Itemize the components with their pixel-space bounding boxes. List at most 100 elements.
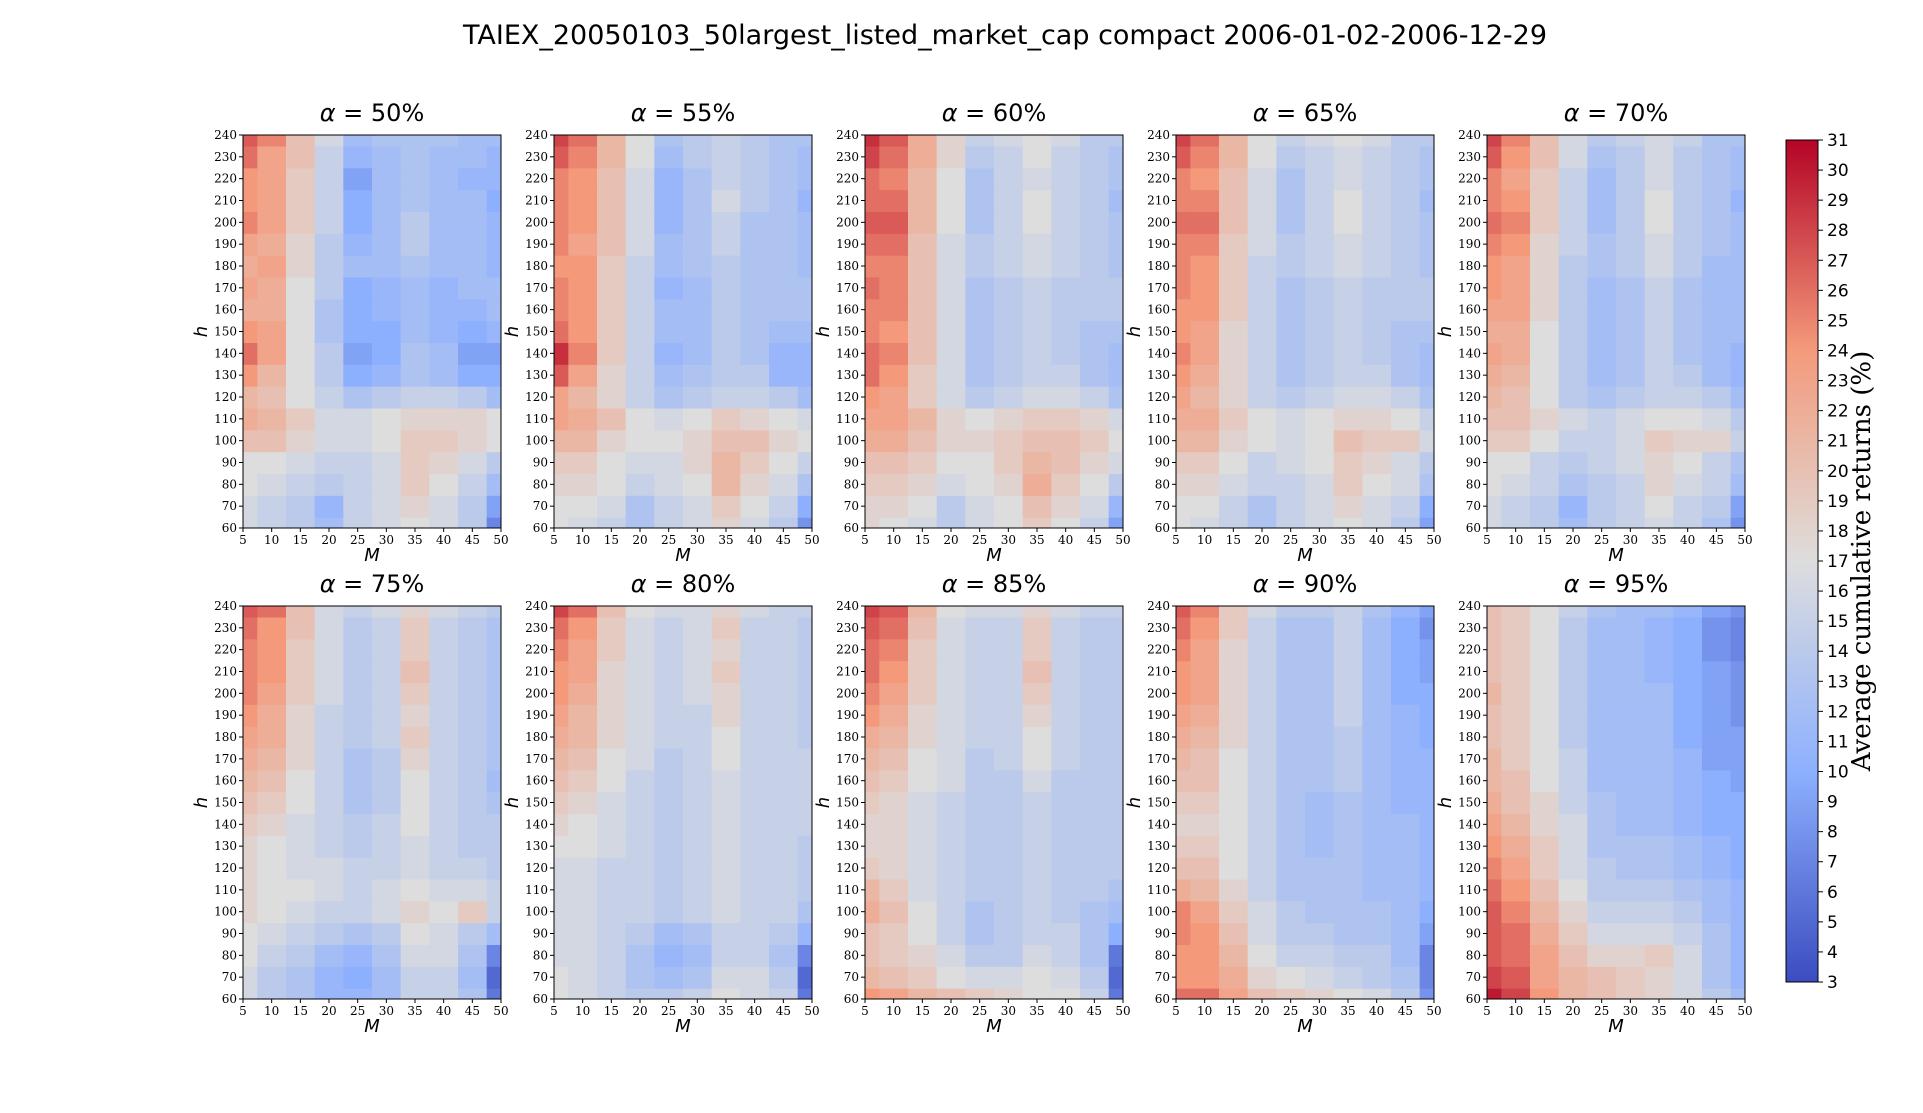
heatmap-cell xyxy=(769,135,799,147)
colorbar-tick-label: 3 xyxy=(1827,973,1838,993)
heatmap-cell xyxy=(908,857,938,880)
heatmap-cell xyxy=(1176,944,1191,967)
heatmap-cell xyxy=(740,495,770,518)
heatmap-cell xyxy=(1247,167,1277,191)
heatmap-cell xyxy=(625,878,655,902)
heatmap-cell xyxy=(568,606,598,618)
heatmap-cell xyxy=(865,813,880,836)
heatmap-cell xyxy=(683,944,713,967)
heatmap-cell xyxy=(400,495,430,518)
heatmap-cell xyxy=(965,429,995,453)
heatmap-cell xyxy=(965,682,995,705)
heatmap-cell xyxy=(286,660,316,684)
heatmap-cell xyxy=(257,473,287,496)
y-tick-label: 170 xyxy=(525,281,548,295)
heatmap-cell xyxy=(243,429,258,453)
y-tick-label: 160 xyxy=(1147,774,1170,788)
heatmap-cell xyxy=(1362,638,1392,662)
heatmap-cell xyxy=(1530,616,1560,640)
heatmap-cell xyxy=(865,944,880,967)
heatmap-cell xyxy=(554,944,569,967)
x-tick-label: 50 xyxy=(1115,1004,1130,1018)
heatmap-cell xyxy=(865,276,880,300)
heatmap-cell xyxy=(1487,255,1502,278)
heatmap-cell xyxy=(1616,189,1646,213)
heatmap-cell xyxy=(458,473,488,496)
heatmap-cell xyxy=(458,517,488,528)
heatmap-cell xyxy=(568,704,598,727)
heatmap-cell xyxy=(1022,342,1052,365)
heatmap-cell xyxy=(257,255,287,278)
heatmap-cell xyxy=(1558,878,1588,902)
heatmap-cell xyxy=(568,769,598,793)
heatmap-cell xyxy=(1022,211,1052,234)
heatmap-cell xyxy=(1247,342,1277,365)
heatmap-cell xyxy=(1530,189,1560,213)
y-tick-label: 170 xyxy=(1147,281,1170,295)
heatmap-cell xyxy=(769,988,799,999)
heatmap-cell xyxy=(1276,429,1306,453)
y-tick-label: 180 xyxy=(1147,259,1170,273)
heatmap-cell xyxy=(908,988,938,999)
colorbar-gradient xyxy=(1785,139,1819,983)
heatmap-cell xyxy=(769,813,799,836)
heatmap-cell xyxy=(797,922,812,946)
heatmap-cell xyxy=(1108,517,1123,528)
y-tick-label: 230 xyxy=(1458,150,1481,164)
heatmap-cell xyxy=(654,451,684,475)
heatmap-cell xyxy=(683,682,713,705)
heatmap-cell xyxy=(1419,791,1434,815)
heatmap-cell xyxy=(965,135,995,147)
heatmap-cells xyxy=(554,135,812,528)
heatmap-cell xyxy=(1558,660,1588,684)
heatmap-cell xyxy=(683,255,713,278)
heatmap-cell xyxy=(654,726,684,749)
heatmap-cell xyxy=(1362,857,1392,880)
heatmap-cell xyxy=(400,167,430,191)
heatmap-cell xyxy=(769,616,799,640)
heatmap-cell xyxy=(1247,638,1277,662)
heatmap-cell xyxy=(1051,233,1081,256)
heatmap-cell xyxy=(568,451,598,475)
heatmap-cell xyxy=(740,726,770,749)
heatmap-cell xyxy=(1487,813,1502,836)
x-tick-label: 35 xyxy=(1029,533,1044,547)
heatmap-cell xyxy=(1362,726,1392,749)
heatmap-cell xyxy=(1247,298,1277,322)
heatmap-cell xyxy=(568,135,598,147)
heatmap-cell xyxy=(625,135,655,147)
heatmap-cell xyxy=(343,813,373,836)
heatmap-cell xyxy=(1362,189,1392,213)
heatmap-cell xyxy=(654,473,684,496)
heatmap-cell xyxy=(1176,233,1191,256)
heatmap-cell xyxy=(965,145,995,169)
heatmap-cell xyxy=(908,276,938,300)
heatmap-cell xyxy=(1530,320,1560,344)
heatmap-cell xyxy=(1644,747,1674,771)
heatmap-cell xyxy=(343,517,373,528)
heatmap-cell xyxy=(429,704,459,727)
heatmap-cell xyxy=(711,517,741,528)
heatmap-cell xyxy=(879,791,909,815)
y-axis-label: h xyxy=(191,326,212,337)
heatmap-cell xyxy=(1644,342,1674,365)
heatmap-cell xyxy=(1587,835,1617,858)
y-tick-label: 110 xyxy=(1147,412,1170,426)
heatmap-cell xyxy=(797,473,812,496)
heatmap-cell xyxy=(936,769,966,793)
heatmap-cell xyxy=(1673,682,1703,705)
x-tick-label: 10 xyxy=(1508,533,1523,547)
heatmap-cell xyxy=(994,189,1024,213)
heatmap-cell xyxy=(458,988,488,999)
heatmap-cell xyxy=(568,682,598,705)
heatmap-cell xyxy=(683,835,713,858)
heatmap-cell xyxy=(1587,747,1617,771)
x-tick-label: 15 xyxy=(1226,533,1241,547)
heatmap-cell xyxy=(1362,769,1392,793)
heatmap-cell xyxy=(965,298,995,322)
heatmap-cell xyxy=(286,682,316,705)
y-tick-label: 160 xyxy=(1458,303,1481,317)
heatmap-cell xyxy=(429,429,459,453)
heatmap-cell xyxy=(554,857,569,880)
heatmap-cell xyxy=(1219,704,1249,727)
